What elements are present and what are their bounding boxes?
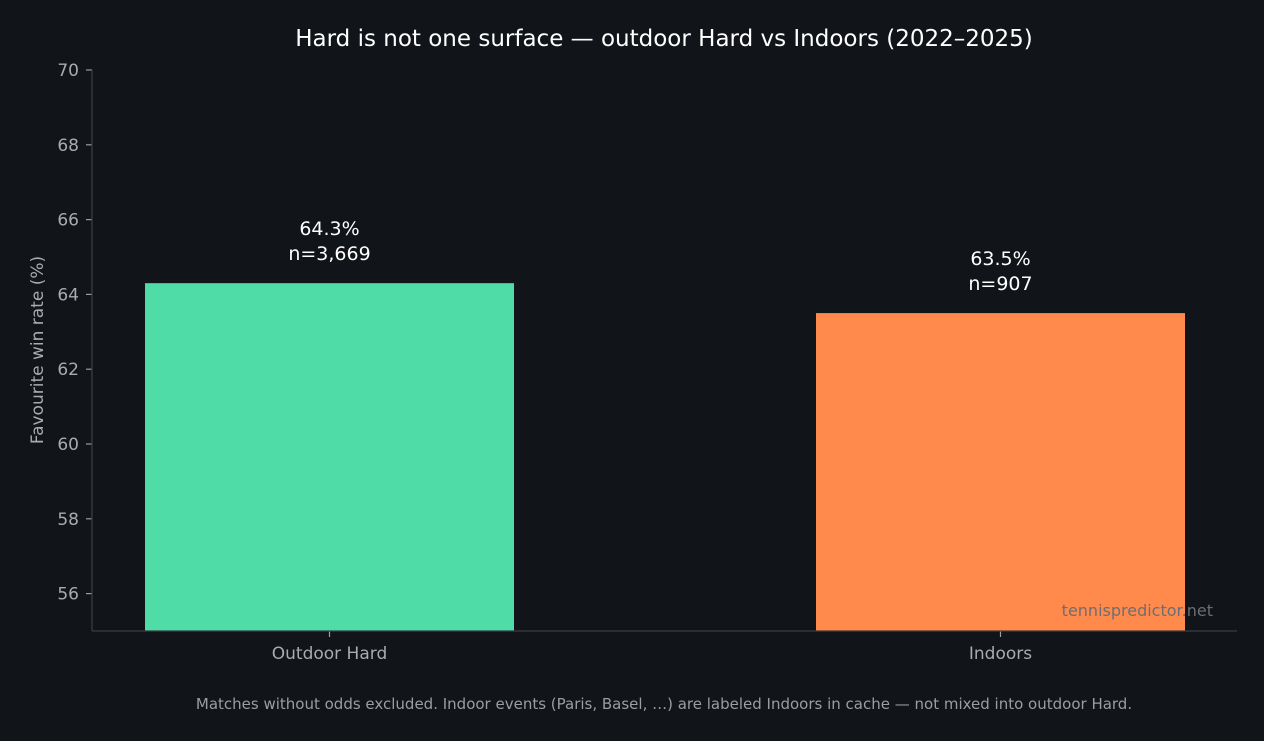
y-tick-label: 64: [57, 285, 79, 305]
bar-indoors: [816, 313, 1185, 631]
y-tick-label: 70: [57, 61, 79, 81]
y-tick-label: 56: [57, 585, 79, 605]
y-tick-label: 60: [57, 435, 79, 455]
bar-count-label: n=3,669: [288, 243, 370, 265]
bar-value-label: 64.3%: [299, 218, 359, 240]
bars-group: 64.3% n=3,669 63.5% n=907: [145, 218, 1185, 631]
y-axis-label: Favourite win rate (%): [28, 256, 48, 444]
y-tick-label: 58: [57, 510, 79, 530]
y-tick-label: 68: [57, 136, 79, 156]
bar-value-label: 63.5%: [970, 248, 1030, 270]
y-axis-ticks: 56 58 60 62 64 66 68 70: [57, 61, 92, 605]
x-axis-ticks: Outdoor Hard Indoors: [272, 631, 1032, 664]
watermark-text: tennispredictor.net: [1062, 601, 1213, 620]
y-tick-label: 66: [57, 211, 79, 231]
x-tick-label: Outdoor Hard: [272, 644, 388, 664]
x-tick-label: Indoors: [969, 644, 1032, 664]
y-tick-label: 62: [57, 360, 79, 380]
footnote: Matches without odds excluded. Indoor ev…: [196, 695, 1132, 713]
bar-count-label: n=907: [968, 273, 1032, 295]
chart-title: Hard is not one surface — outdoor Hard v…: [295, 26, 1033, 52]
bar-outdoor-hard: [145, 283, 514, 631]
